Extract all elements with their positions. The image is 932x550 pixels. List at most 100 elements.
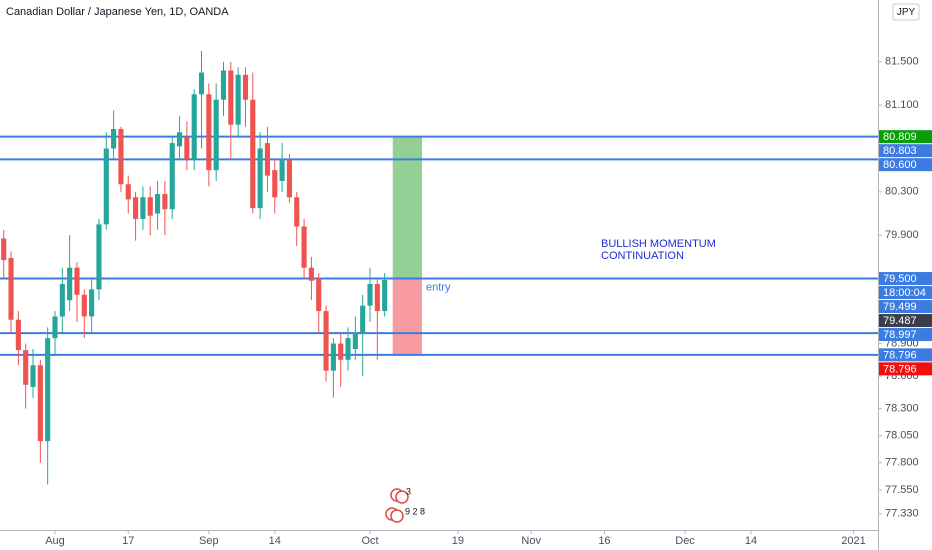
candle-body — [213, 99, 219, 171]
candle-body — [81, 294, 87, 317]
price-badge-label: 79.487 — [883, 315, 917, 327]
x-tick-label: 19 — [452, 535, 464, 547]
y-tick-label: 78.300 — [885, 403, 919, 415]
candle-body — [59, 283, 65, 317]
candle-body — [235, 74, 241, 125]
x-tick-label: 17 — [122, 535, 134, 547]
candle-body — [162, 194, 168, 210]
events: 3 9 2 8 — [385, 486, 425, 523]
candle-body — [220, 70, 227, 100]
candle-body — [67, 267, 73, 301]
y-tick-label: 77.330 — [885, 508, 919, 520]
candle-body — [37, 365, 43, 442]
candle-body — [125, 184, 131, 200]
entry-label: entry — [426, 281, 451, 293]
price-badge-label: 80.809 — [883, 131, 917, 143]
currency-label: JPY — [897, 7, 916, 18]
candle-body — [382, 279, 388, 312]
price-badge — [879, 314, 932, 328]
candle-body — [23, 350, 29, 385]
y-tick-label: 79.900 — [885, 229, 919, 241]
chart-title: Canadian Dollar / Japanese Yen, 1D, OAND… — [6, 6, 229, 18]
candle-body — [140, 197, 146, 219]
price-badge-label: 79.499 — [883, 301, 917, 313]
candle-body — [279, 159, 285, 182]
candle-body — [367, 283, 373, 306]
candle-body — [206, 94, 212, 171]
candle-body — [191, 94, 197, 160]
candle-body — [272, 170, 278, 198]
candle-body — [242, 74, 249, 100]
candle-body — [8, 257, 14, 320]
candle-body — [198, 72, 205, 95]
candle-body — [352, 332, 358, 349]
price-badge — [879, 348, 932, 362]
price-badge-label: 78.997 — [883, 329, 917, 341]
candle-body — [103, 148, 109, 225]
price-badge — [879, 144, 932, 158]
profit-zone — [392, 136, 423, 279]
candle-body — [89, 289, 95, 317]
price-badge-label: 78.796 — [883, 349, 917, 361]
y-tick-label: 78.050 — [885, 430, 919, 442]
price-badge-label: 80.803 — [883, 145, 917, 157]
candle-body — [264, 143, 271, 176]
candle-body — [286, 159, 292, 198]
annotation: BULLISH MOMENTUM — [601, 238, 716, 250]
annotation: CONTINUATION — [601, 250, 684, 262]
candle-body — [360, 305, 366, 333]
candle-body — [45, 338, 51, 442]
candle-body — [228, 70, 234, 125]
candle-body — [118, 128, 124, 185]
candle-body — [154, 194, 161, 214]
event-icon — [395, 490, 409, 504]
currency-box — [892, 3, 920, 21]
x-tick-label: Nov — [521, 535, 541, 547]
candle-body — [316, 278, 322, 312]
x-tick-label: 14 — [745, 535, 757, 547]
x-tick-label: Sep — [199, 535, 219, 547]
candle-body — [111, 128, 117, 149]
price-badge — [879, 130, 932, 144]
y-tick-label: 80.300 — [885, 186, 919, 198]
candle-body — [52, 316, 58, 339]
price-badge-label: 80.600 — [883, 159, 917, 171]
candle-body — [96, 224, 102, 290]
event-label: 9 2 8 — [405, 506, 425, 516]
candle-body — [294, 197, 300, 227]
candle-body — [250, 99, 256, 209]
price-badge-label: 78.796 — [883, 363, 917, 375]
x-tick-label: 14 — [269, 535, 281, 547]
price-badge — [879, 300, 932, 314]
countdown-badge — [879, 286, 932, 300]
y-tick-label: 77.800 — [885, 457, 919, 469]
y-tick-label: 81.500 — [885, 56, 919, 68]
loss-zone — [392, 278, 423, 355]
candle-body — [330, 343, 336, 371]
candle-body — [301, 226, 307, 268]
candle-body — [30, 365, 36, 387]
candle-body — [147, 197, 153, 216]
candle-body — [184, 137, 190, 160]
x-tick-label: 16 — [598, 535, 610, 547]
candle-body — [15, 319, 21, 351]
x-tick-label: Oct — [361, 535, 378, 547]
candle-body — [169, 143, 175, 210]
event-icon — [390, 509, 404, 523]
x-tick-label: Dec — [675, 535, 695, 547]
x-tick-label: Aug — [45, 535, 65, 547]
y-tick-label: 77.550 — [885, 484, 919, 496]
price-badge — [879, 328, 932, 342]
candle-body — [133, 197, 139, 219]
price-badge — [879, 272, 932, 286]
candle-body — [374, 283, 380, 312]
price-badge — [879, 158, 932, 172]
x-tick-label: 2021 — [841, 535, 865, 547]
candle-body — [257, 148, 263, 209]
candle-body — [338, 343, 344, 360]
y-tick-label: 81.100 — [885, 99, 919, 111]
price-badge — [879, 362, 932, 376]
